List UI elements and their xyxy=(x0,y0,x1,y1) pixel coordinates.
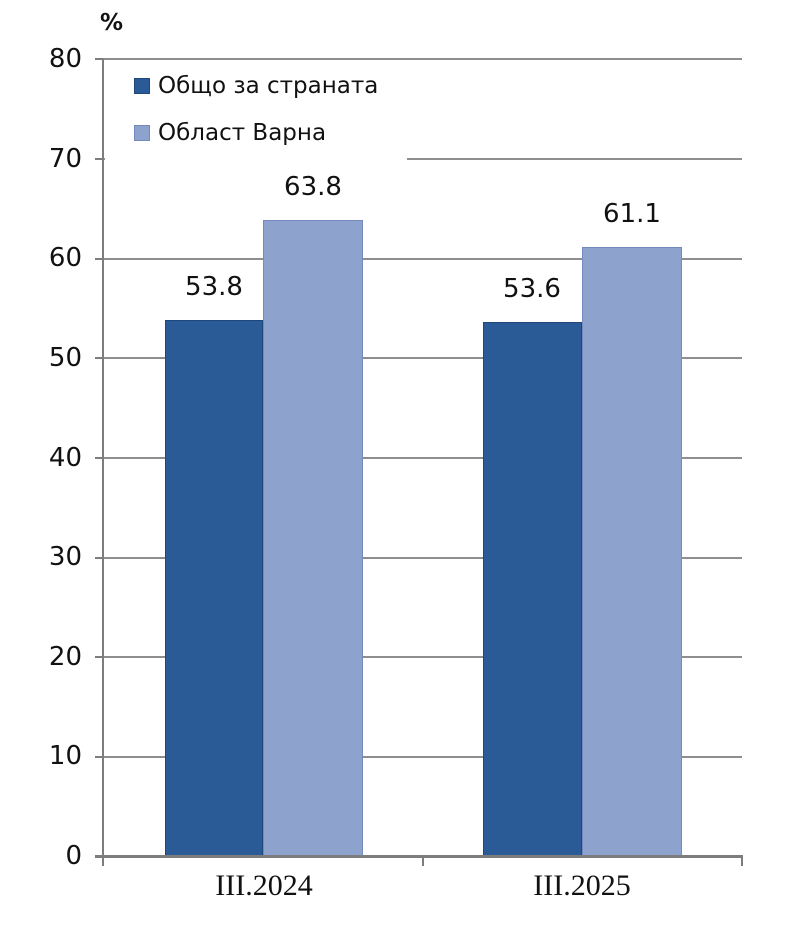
legend-swatch-total-country-icon xyxy=(134,78,150,94)
y-axis-tick xyxy=(95,58,103,60)
bar-varna-2024 xyxy=(263,220,363,856)
bar-varna-2025 xyxy=(582,247,682,856)
y-tick-label: 70 xyxy=(48,144,82,174)
x-axis xyxy=(95,855,743,858)
y-axis-tick xyxy=(95,158,103,160)
legend-item-total-country: Общо за страната xyxy=(105,70,378,102)
y-axis xyxy=(102,59,104,866)
gridline xyxy=(103,557,742,559)
value-label-varna-2024: 63.8 xyxy=(284,172,342,202)
legend: Общо за страната Област Варна xyxy=(105,61,407,167)
value-label-varna-2025: 61.1 xyxy=(603,199,661,229)
value-label-total-country-2024: 53.8 xyxy=(185,272,243,302)
y-axis-tick xyxy=(95,756,103,758)
gridline xyxy=(103,756,742,758)
value-label-total-country-2025: 53.6 xyxy=(503,274,561,304)
x-axis-tick xyxy=(741,857,743,866)
y-axis-tick xyxy=(95,258,103,260)
y-axis-tick xyxy=(95,656,103,658)
y-tick-label: 50 xyxy=(48,343,82,373)
y-tick-label: 80 xyxy=(48,44,82,74)
y-tick-label: 20 xyxy=(48,642,82,672)
legend-item-varna: Област Варна xyxy=(105,117,326,149)
y-tick-label: 0 xyxy=(65,841,82,871)
y-tick-label: 60 xyxy=(48,243,82,273)
y-axis-tick xyxy=(95,457,103,459)
gridline xyxy=(103,258,742,260)
y-axis-unit-label: % xyxy=(100,10,124,36)
x-axis-tick xyxy=(422,857,424,866)
y-axis-tick xyxy=(95,357,103,359)
gridline xyxy=(103,158,742,160)
y-axis-tick xyxy=(95,557,103,559)
y-tick-label: 40 xyxy=(48,443,82,473)
gridline xyxy=(103,357,742,359)
x-category-label-2025: III.2025 xyxy=(533,869,631,902)
legend-label-varna: Област Варна xyxy=(158,120,327,146)
bar-total-country-2025 xyxy=(483,322,582,856)
legend-swatch-varna-icon xyxy=(134,125,150,141)
gridline xyxy=(103,656,742,658)
legend-label-total-country: Общо за страната xyxy=(158,73,379,99)
gridline xyxy=(103,58,742,60)
gridline xyxy=(103,457,742,459)
y-tick-label: 30 xyxy=(48,542,82,572)
bar-total-country-2024 xyxy=(165,320,263,856)
y-tick-label: 10 xyxy=(48,741,82,771)
x-category-label-2024: III.2024 xyxy=(215,869,313,902)
